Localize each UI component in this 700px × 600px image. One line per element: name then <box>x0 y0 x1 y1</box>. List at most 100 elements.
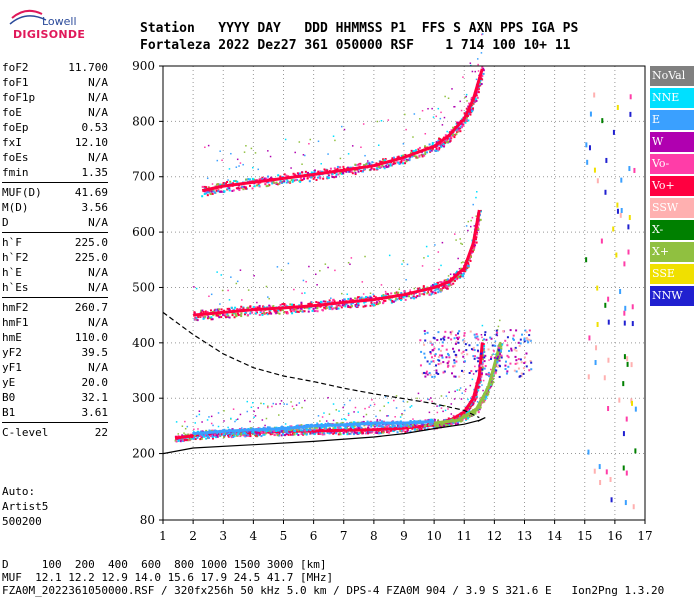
echo-point <box>327 396 329 399</box>
echo-point <box>203 433 206 436</box>
echo-point <box>620 177 623 183</box>
echo-point <box>236 433 239 436</box>
echo-point <box>468 409 471 412</box>
echo-point <box>273 434 276 437</box>
echo-point <box>295 307 298 310</box>
echo-point <box>301 163 303 165</box>
echo-point <box>436 358 439 361</box>
echo-point <box>328 301 331 304</box>
echo-point <box>227 434 230 437</box>
x-tick-label: 4 <box>250 529 258 543</box>
echo-point <box>604 302 607 308</box>
echo-point <box>490 356 493 359</box>
echo-point <box>319 305 322 308</box>
legend-item: NoVal <box>650 66 694 86</box>
echo-point <box>255 432 258 435</box>
echo-point <box>385 166 388 169</box>
echo-point <box>399 160 402 163</box>
echo-point <box>380 120 383 122</box>
echo-point <box>252 305 255 308</box>
echo-point <box>206 434 209 437</box>
echo-point <box>212 314 215 317</box>
echo-point <box>446 287 449 290</box>
echo-point <box>457 275 460 278</box>
echo-point <box>205 190 208 193</box>
echo-point <box>480 364 483 367</box>
echo-point <box>226 181 229 184</box>
scatter-layer <box>174 33 637 510</box>
echo-point <box>263 177 266 180</box>
echo-point <box>515 359 518 362</box>
echo-point <box>216 314 219 317</box>
echo-point <box>395 298 398 301</box>
echo-point <box>371 304 374 307</box>
echo-point <box>492 353 494 355</box>
echo-point <box>253 416 255 419</box>
echo-point <box>493 371 496 374</box>
param-name: h`Es <box>2 281 29 294</box>
echo-point <box>250 147 253 150</box>
echo-point <box>462 261 464 263</box>
echo-point <box>219 150 221 152</box>
echo-point <box>275 182 278 185</box>
echo-point <box>445 356 448 359</box>
echo-point <box>475 241 478 244</box>
echo-point <box>207 434 210 437</box>
echo-point <box>328 307 331 310</box>
echo-point <box>488 359 490 361</box>
echo-point <box>382 295 385 298</box>
echo-point <box>473 357 476 360</box>
echo-point <box>481 75 484 78</box>
auto-label: Auto: <box>2 485 36 498</box>
echo-point <box>369 404 372 407</box>
echo-point <box>519 358 522 361</box>
echo-point <box>401 413 403 415</box>
echo-point <box>216 271 218 273</box>
echo-point <box>458 267 461 270</box>
echo-point <box>307 171 310 174</box>
echo-point <box>204 434 207 437</box>
echo-point <box>405 424 408 427</box>
echo-point <box>279 175 282 178</box>
echo-point <box>375 167 378 170</box>
echo-point <box>616 202 619 208</box>
echo-point <box>221 289 224 292</box>
echo-point <box>380 284 383 286</box>
echo-point <box>175 421 178 423</box>
echo-point <box>223 410 225 412</box>
echo-point <box>446 137 449 140</box>
echo-point <box>457 121 460 124</box>
echo-point <box>315 431 318 434</box>
echo-point <box>222 431 225 434</box>
echo-point <box>325 307 328 310</box>
echo-point <box>495 329 498 332</box>
echo-point <box>363 301 366 304</box>
echo-point <box>449 273 452 276</box>
echo-point <box>477 63 479 66</box>
echo-point <box>332 419 335 422</box>
param-row: M(D) 3.56 <box>2 200 108 215</box>
echo-point <box>421 372 424 375</box>
echo-point <box>423 291 426 294</box>
echo-point <box>228 187 231 190</box>
echo-point <box>450 403 453 405</box>
echo-point <box>235 166 238 168</box>
echo-point <box>482 398 485 401</box>
echo-point <box>456 423 459 426</box>
echo-point <box>293 308 296 311</box>
echo-point <box>467 114 470 117</box>
echo-point <box>460 272 463 275</box>
echo-point <box>603 375 606 381</box>
echo-point <box>228 434 231 437</box>
echo-point <box>488 375 491 378</box>
echo-point <box>450 129 453 132</box>
echo-point <box>223 428 226 431</box>
echo-point <box>462 370 465 373</box>
echo-point <box>414 149 417 152</box>
echo-point <box>271 431 274 434</box>
echo-point <box>257 434 260 437</box>
echo-point <box>483 356 486 359</box>
echo-point <box>482 72 485 75</box>
echo-point <box>463 112 466 115</box>
echo-point <box>625 470 628 476</box>
